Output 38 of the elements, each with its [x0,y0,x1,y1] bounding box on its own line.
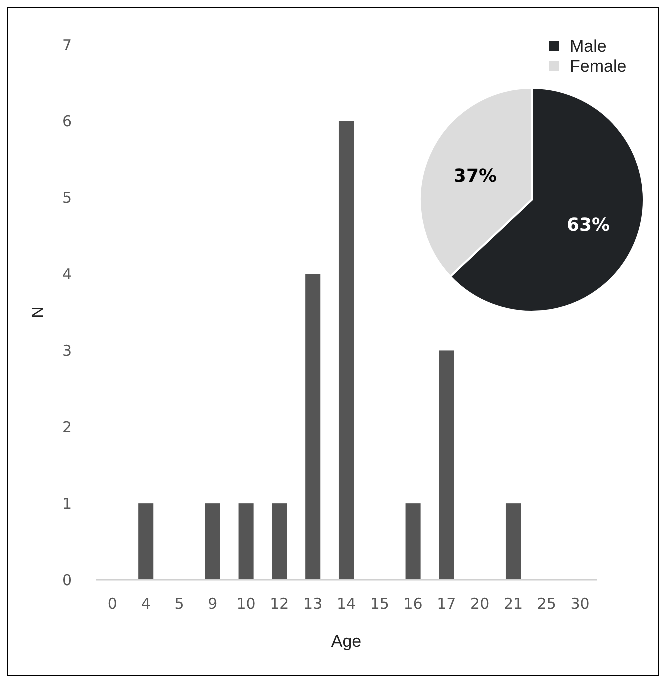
x-tick-label: 20 [470,595,490,613]
x-tick-label: 16 [404,595,423,613]
y-tick-label: 4 [62,266,72,284]
y-tick-label: 6 [62,112,72,131]
bar [306,274,321,580]
data-label: 37% [454,166,498,187]
bar [338,121,354,580]
x-tick-label: 5 [174,595,184,613]
bar [238,504,254,580]
bar [272,504,288,580]
x-tick-label: 14 [336,595,356,613]
y-tick-label: 7 [62,36,72,54]
bar [138,504,154,580]
x-tick-label: 15 [370,595,390,613]
y-tick-label: 2 [62,418,72,436]
y-tick-label: 5 [62,189,72,208]
x-tick-label: 12 [270,595,290,613]
bar [439,350,454,580]
x-tick-label: 0 [108,595,118,613]
bar [406,504,421,580]
data-label: 63% [566,214,610,236]
bar [506,504,522,580]
legend-label: Male [570,36,607,56]
x-tick-label: 21 [504,595,524,613]
x-axis-title: Age [331,632,362,651]
y-axis-title: N [30,306,47,318]
x-tick-label: 30 [570,595,590,613]
x-tick-label: 10 [236,595,256,613]
x-tick-label: 25 [537,595,556,613]
x-tick-label: 9 [208,595,218,613]
legend-label: Female [570,56,627,76]
y-tick-label: 0 [62,571,72,590]
y-tick-label: 3 [62,342,72,360]
bar [205,504,220,580]
x-tick-label: 4 [141,595,151,613]
y-tick-label: 1 [62,494,72,513]
x-tick-label: 13 [304,595,323,613]
x-tick-label: 17 [437,595,456,613]
